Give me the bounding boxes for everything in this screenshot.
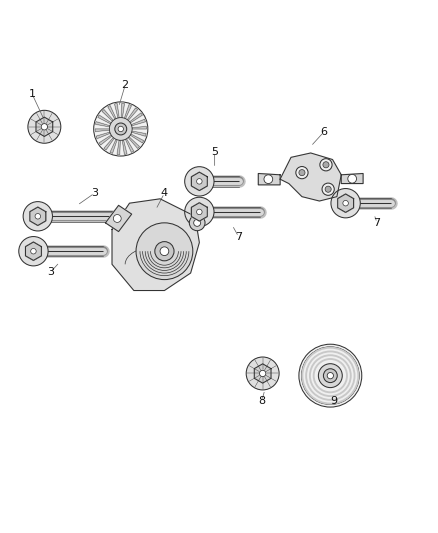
Circle shape (118, 126, 124, 132)
Polygon shape (338, 194, 353, 212)
Text: 2: 2 (122, 80, 129, 90)
Circle shape (259, 370, 266, 377)
Polygon shape (254, 364, 271, 383)
Circle shape (160, 247, 169, 256)
Circle shape (189, 215, 205, 231)
Circle shape (185, 197, 214, 227)
Circle shape (331, 189, 360, 218)
Polygon shape (191, 172, 207, 190)
Polygon shape (131, 119, 145, 126)
Circle shape (194, 220, 201, 227)
Polygon shape (104, 138, 114, 150)
Polygon shape (106, 205, 132, 231)
Circle shape (303, 349, 357, 403)
Polygon shape (108, 106, 116, 119)
Polygon shape (121, 103, 124, 118)
Text: 3: 3 (47, 266, 54, 277)
Circle shape (323, 161, 329, 168)
Polygon shape (338, 194, 353, 212)
Circle shape (246, 357, 279, 390)
Polygon shape (128, 137, 139, 148)
Polygon shape (99, 135, 112, 145)
Polygon shape (130, 113, 142, 123)
Circle shape (313, 358, 348, 393)
Circle shape (197, 179, 202, 184)
Polygon shape (132, 126, 146, 129)
Circle shape (348, 174, 357, 183)
Text: 7: 7 (235, 232, 242, 242)
Polygon shape (115, 103, 119, 118)
Polygon shape (122, 140, 127, 155)
Circle shape (94, 102, 148, 156)
Circle shape (19, 237, 48, 266)
Polygon shape (280, 153, 341, 201)
Polygon shape (112, 199, 199, 290)
Circle shape (311, 356, 350, 395)
Circle shape (113, 215, 121, 222)
Circle shape (185, 167, 214, 196)
Circle shape (155, 241, 174, 261)
Circle shape (136, 223, 193, 280)
Polygon shape (95, 129, 110, 132)
Polygon shape (132, 131, 146, 136)
Circle shape (305, 351, 356, 401)
Circle shape (307, 352, 353, 399)
Circle shape (299, 344, 362, 407)
Polygon shape (98, 115, 111, 124)
Circle shape (322, 183, 334, 195)
Circle shape (296, 166, 308, 179)
Text: 5: 5 (211, 147, 218, 157)
Polygon shape (95, 122, 110, 127)
Circle shape (115, 123, 127, 135)
Polygon shape (30, 207, 46, 225)
Circle shape (264, 175, 273, 183)
Text: 6: 6 (320, 127, 327, 137)
Polygon shape (117, 140, 120, 155)
Polygon shape (110, 139, 117, 154)
Polygon shape (341, 174, 363, 183)
Circle shape (318, 364, 342, 387)
Circle shape (23, 201, 53, 231)
Polygon shape (96, 132, 110, 139)
Text: 8: 8 (258, 396, 265, 406)
Circle shape (301, 347, 359, 405)
Polygon shape (36, 117, 53, 136)
Polygon shape (25, 242, 41, 261)
Polygon shape (258, 174, 280, 185)
Circle shape (327, 373, 333, 379)
Text: 9: 9 (330, 396, 337, 406)
Circle shape (31, 248, 36, 254)
Polygon shape (25, 242, 41, 261)
Polygon shape (191, 203, 207, 221)
Text: 7: 7 (374, 218, 381, 228)
Circle shape (299, 169, 305, 176)
Polygon shape (191, 172, 207, 190)
Circle shape (41, 124, 48, 130)
Polygon shape (125, 139, 134, 152)
Circle shape (325, 186, 331, 192)
Circle shape (35, 214, 41, 219)
Polygon shape (131, 134, 144, 143)
Text: 1: 1 (28, 89, 35, 99)
Polygon shape (191, 203, 207, 221)
Text: 4: 4 (161, 188, 168, 198)
Circle shape (323, 369, 337, 383)
Circle shape (314, 360, 346, 391)
Circle shape (28, 110, 61, 143)
Circle shape (309, 354, 352, 397)
Polygon shape (30, 207, 46, 225)
Polygon shape (127, 108, 138, 120)
Circle shape (110, 118, 132, 140)
Polygon shape (124, 104, 131, 119)
Circle shape (343, 200, 348, 206)
Text: 3: 3 (91, 188, 98, 198)
Circle shape (197, 209, 202, 215)
Polygon shape (102, 110, 113, 121)
Circle shape (320, 159, 332, 171)
